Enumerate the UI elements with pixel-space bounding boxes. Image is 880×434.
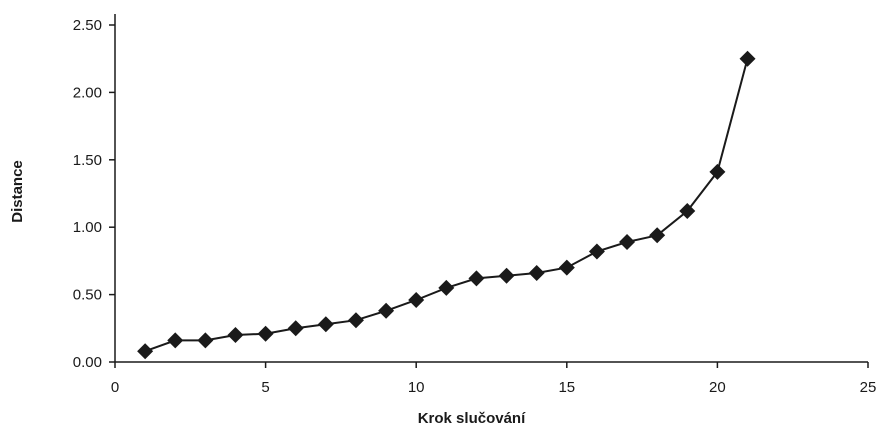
x-tick-label: 20 xyxy=(709,379,726,396)
x-tick-label: 10 xyxy=(408,379,425,396)
data-point-marker xyxy=(528,265,545,282)
x-tick-label: 5 xyxy=(261,379,269,396)
data-point-marker xyxy=(709,163,726,180)
x-axis-title: Krok slučování xyxy=(418,410,526,427)
data-point-marker xyxy=(137,343,154,360)
data-point-marker xyxy=(257,325,274,342)
data-point-marker xyxy=(739,50,756,67)
data-point-marker xyxy=(438,279,455,296)
y-tick-label: 2.00 xyxy=(73,84,102,101)
data-point-marker xyxy=(498,267,515,284)
axes xyxy=(114,14,868,363)
data-point-marker xyxy=(378,302,395,319)
y-axis-title: Distance xyxy=(9,160,26,223)
y-tick-label: 1.00 xyxy=(73,219,102,236)
x-tick-label: 15 xyxy=(558,379,575,396)
series-line xyxy=(144,58,749,353)
x-tick-label: 25 xyxy=(860,379,877,396)
x-tick-label: 0 xyxy=(111,379,119,396)
data-point-marker xyxy=(167,332,184,349)
data-point-marker xyxy=(649,227,666,244)
y-tick-label: 1.50 xyxy=(73,152,102,169)
data-point-marker xyxy=(468,270,485,287)
data-series xyxy=(137,50,756,360)
data-point-marker xyxy=(558,259,575,276)
x-axis-ticks: 0 5 10 15 20 25 xyxy=(111,362,877,396)
data-point-marker xyxy=(347,312,364,329)
data-point-marker xyxy=(408,291,425,308)
data-point-marker xyxy=(317,316,334,333)
y-tick-label: 0.50 xyxy=(73,287,102,304)
data-point-marker xyxy=(197,332,214,349)
data-point-marker xyxy=(287,320,304,337)
y-tick-label: 0.00 xyxy=(73,354,102,371)
data-point-marker xyxy=(227,327,244,344)
y-tick-label: 2.50 xyxy=(73,17,102,34)
data-point-marker xyxy=(679,203,696,220)
data-point-marker xyxy=(619,234,636,251)
y-axis-ticks: 0.00 0.50 1.00 1.50 2.00 2.50 xyxy=(73,17,115,371)
data-point-marker xyxy=(588,243,605,260)
